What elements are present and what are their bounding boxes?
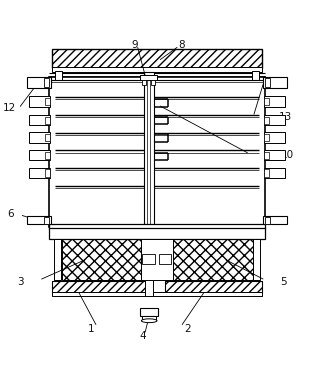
Bar	[264, 132, 285, 142]
Bar	[264, 169, 269, 176]
Bar	[263, 77, 287, 88]
Text: 10: 10	[280, 150, 294, 160]
Bar	[264, 115, 285, 125]
Bar	[49, 228, 265, 240]
Bar	[45, 117, 50, 124]
Bar	[29, 115, 50, 125]
Bar	[253, 239, 260, 280]
Polygon shape	[173, 240, 253, 280]
Bar	[29, 168, 50, 178]
Bar	[29, 150, 50, 160]
Text: 9: 9	[131, 40, 138, 50]
Text: 4: 4	[140, 331, 146, 342]
Bar	[144, 72, 154, 227]
Bar	[49, 224, 265, 228]
Bar	[264, 217, 270, 223]
Bar	[264, 168, 285, 178]
Bar	[52, 49, 262, 68]
Bar	[264, 117, 269, 124]
Bar	[44, 217, 50, 223]
Bar	[145, 280, 153, 296]
Bar	[264, 96, 285, 107]
Text: 8: 8	[178, 40, 185, 50]
Text: 13: 13	[279, 112, 292, 121]
Bar	[140, 75, 157, 80]
Text: 3: 3	[17, 277, 23, 287]
Bar	[29, 96, 50, 107]
Bar	[140, 308, 158, 316]
Bar	[151, 80, 155, 85]
Bar	[159, 254, 171, 264]
Bar	[263, 216, 287, 225]
Bar	[52, 66, 262, 72]
Text: 6: 6	[7, 209, 14, 219]
Bar	[29, 132, 50, 142]
Bar	[45, 169, 50, 176]
Bar	[45, 152, 50, 159]
Text: 1: 1	[87, 324, 94, 334]
Bar	[52, 281, 149, 293]
Bar	[141, 240, 173, 280]
Bar	[44, 78, 50, 87]
Bar	[54, 239, 61, 280]
Polygon shape	[62, 240, 141, 280]
Text: 5: 5	[280, 277, 287, 286]
Bar	[264, 150, 285, 160]
Text: 2: 2	[184, 324, 191, 334]
Bar	[52, 292, 262, 296]
Text: 12: 12	[3, 103, 16, 113]
Bar	[27, 216, 51, 225]
Bar	[142, 80, 146, 85]
Bar	[264, 98, 269, 105]
Bar	[264, 134, 269, 141]
Bar	[264, 152, 269, 159]
Ellipse shape	[141, 319, 157, 323]
Bar	[55, 71, 62, 80]
Bar	[142, 254, 155, 264]
Bar	[45, 98, 50, 105]
Bar	[252, 71, 259, 80]
Bar	[27, 77, 51, 88]
Bar	[142, 316, 156, 320]
Bar	[49, 77, 265, 227]
Bar	[165, 281, 262, 293]
Bar	[45, 134, 50, 141]
Bar	[264, 78, 270, 87]
